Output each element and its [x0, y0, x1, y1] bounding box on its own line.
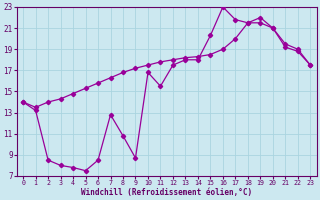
X-axis label: Windchill (Refroidissement éolien,°C): Windchill (Refroidissement éolien,°C) [81, 188, 252, 197]
